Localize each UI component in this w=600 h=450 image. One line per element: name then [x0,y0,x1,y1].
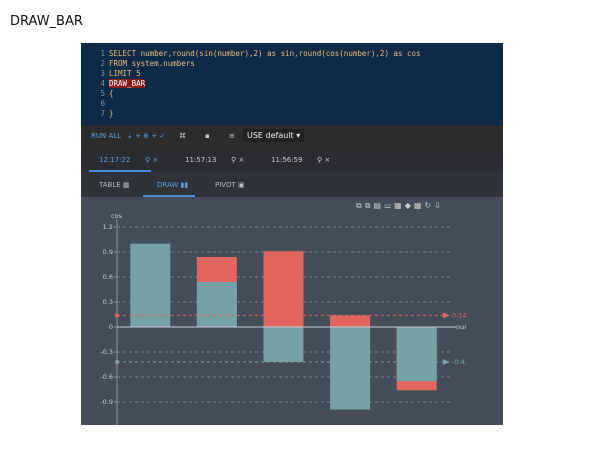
line-number: 6 [100,99,105,108]
chart-tools[interactable]: ⧉⧉▤⚍▦◆▦↻⇩ [356,201,444,210]
result-tab[interactable]: 11:56:59 [271,156,303,164]
view-tab[interactable]: PIVOT ▣ [215,181,245,189]
y-tick-label: 0 [109,323,113,331]
y-tick-label: -0.3 [100,348,113,356]
code-line: { [109,89,114,98]
icon[interactable]: ⌘ [179,132,186,140]
database: USE default [247,131,294,140]
line-number: 3 [100,69,105,78]
bar [263,251,304,327]
view-tab[interactable]: TABLE ▦ [99,181,130,189]
code-line: } [109,109,114,118]
y-tick-label: 0.9 [103,248,113,256]
view-label: DRAW [157,181,179,189]
view-label: PIVOT [215,181,236,189]
y-axis-label: cos [111,212,123,220]
y-tick-label: 0.6 [103,273,113,281]
code-line: SELECT number,round(sin(number),2) as si… [109,49,421,58]
code-line: FROM system.numbers [109,59,195,68]
tab-icons[interactable]: ⚲ × [145,156,159,164]
mark-line-arrow [443,312,450,319]
result-tab[interactable]: 11:57:13 [185,156,217,164]
tab-icons[interactable]: ⚲ × [317,156,331,164]
line-number: 1 [100,49,105,58]
line-number: 5 [100,89,105,98]
editor: 1 SELECT number,round(sin(number),2) as s… [81,43,503,125]
chart: cos -0.9 -0.6 -0.3 0 0.3 0.6 0.9 1.2 number 0.14 -… [100,212,466,425]
view-tab[interactable]: DRAW ▮▮ [157,181,189,189]
code-line: LIMIT 5 [109,69,141,78]
bar [130,243,171,327]
mark-line-label: 0.14 [452,311,466,319]
mark-line-start [115,313,119,318]
run-icons[interactable]: ⇣ + ⊕ + ✓ [127,132,166,140]
y-tick-label: 0.3 [103,298,113,306]
database-select[interactable]: USE default ▾ [243,129,305,142]
panel: 1 SELECT number,round(sin(number),2) as s… [81,43,503,425]
y-tick-label: 1.2 [103,223,113,231]
line-number: 4 [100,79,105,88]
y-tick-label: -0.6 [100,373,113,381]
views: TABLE ▦ DRAW ▮▮ PIVOT ▣ [81,172,503,197]
line-number: 2 [100,59,105,68]
mark-line-label: -0.42 [452,358,466,366]
mark-line-arrow [443,358,450,365]
icon[interactable]: ▪ [205,132,210,140]
active-view-underline [143,195,195,197]
icon[interactable]: ≡ [229,132,235,140]
code-line: DRAW_BAR [109,79,146,88]
run-all[interactable]: RUN ALL [91,132,122,140]
bar [330,315,371,327]
line-number: 7 [100,109,105,118]
bar [196,282,237,327]
mark-line-start [115,359,119,364]
toolbar: RUN ALL ⇣ + ⊕ + ✓ ⌘ ▪ ≡ USE default ▾ [81,125,503,148]
bar [263,327,304,362]
bar [396,327,437,382]
view-label: TABLE [99,181,121,189]
tabs: 12:17:22 ⚲ × 11:57:13 ⚲ × 11:56:59 ⚲ × [81,148,503,172]
y-tick-label: -0.9 [100,398,113,406]
tab-icons[interactable]: ⚲ × [231,156,245,164]
bar [330,327,371,410]
active-tab-underline [89,170,151,172]
result-tab[interactable]: 12:17:22 [99,156,131,164]
x-axis-label: number [456,323,466,331]
page-title: DRAW_BAR [10,14,83,29]
